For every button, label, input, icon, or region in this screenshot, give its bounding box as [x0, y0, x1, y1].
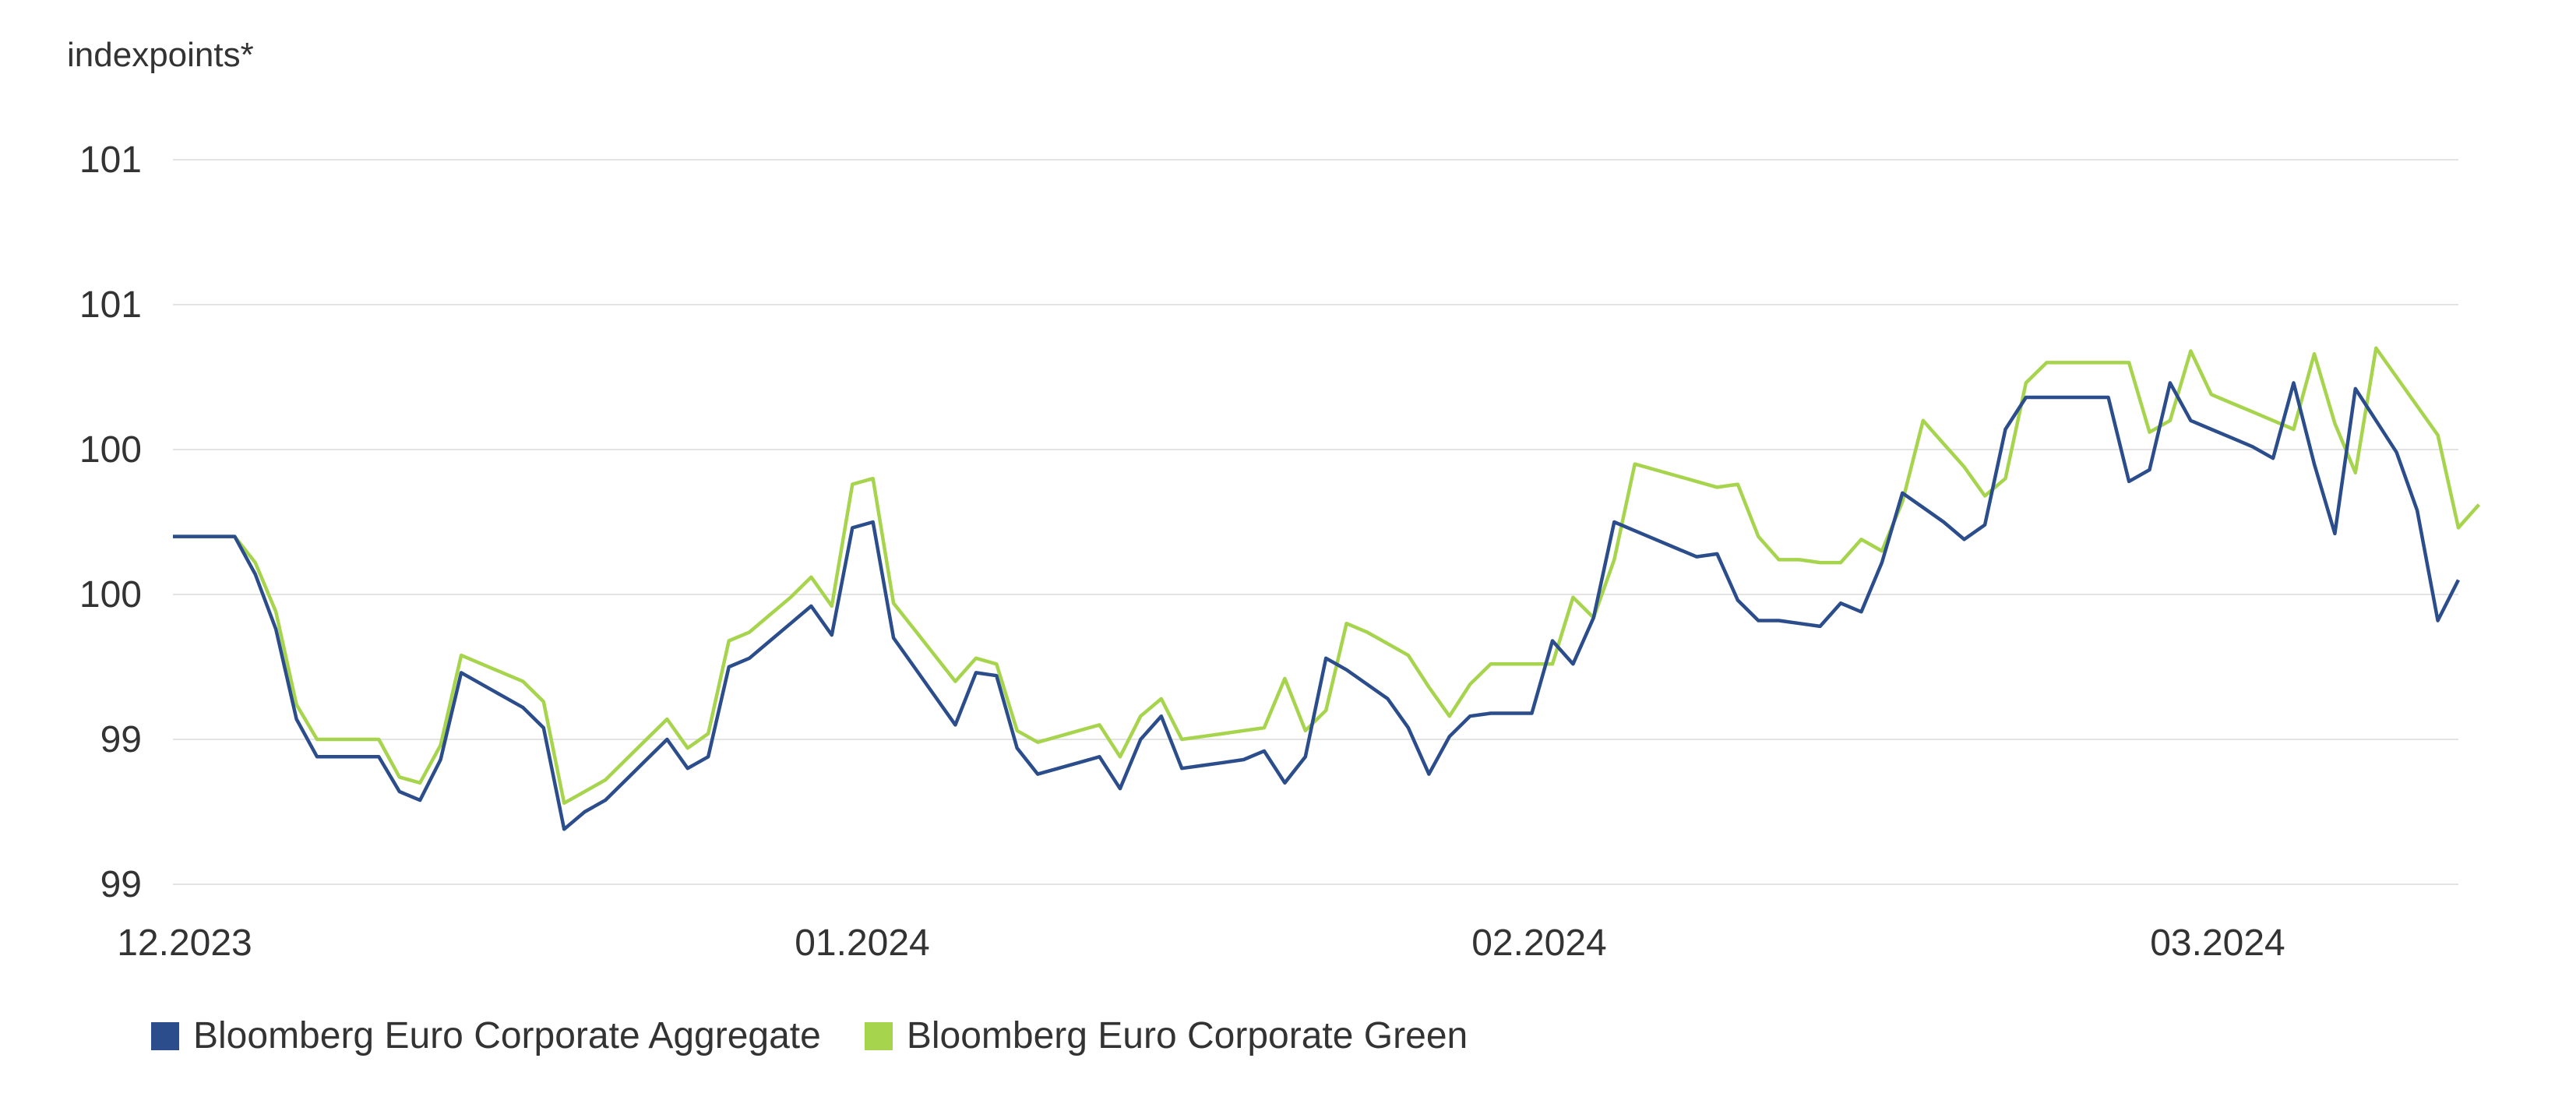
- y-tick-label: 100: [79, 429, 142, 471]
- x-axis-ticks: 12.2023 01.2024 02.2024 03.2024: [117, 922, 2285, 964]
- legend-swatch-aggregate: [151, 1021, 179, 1050]
- gridlines: [173, 159, 2458, 885]
- y-tick-label: 101: [79, 139, 142, 181]
- legend-swatch-green: [864, 1021, 893, 1050]
- y-axis-ticks: 99 99 100 100 101 101: [79, 139, 142, 905]
- legend-item-aggregate: Bloomberg Euro Corporate Aggregate: [151, 1014, 821, 1057]
- x-tick-label: 01.2024: [795, 922, 930, 964]
- series-lines: [173, 346, 2481, 831]
- legend-label-aggregate: Bloomberg Euro Corporate Aggregate: [193, 1015, 821, 1056]
- y-tick-label: 100: [79, 574, 142, 615]
- y-axis-unit-label: indexpoints*: [67, 36, 254, 74]
- legend-label-green: Bloomberg Euro Corporate Green: [906, 1015, 1468, 1056]
- series-line-aggregate: [173, 381, 2461, 831]
- y-tick-label: 101: [79, 284, 142, 326]
- x-tick-label: 03.2024: [2150, 922, 2285, 964]
- series-line-green: [173, 346, 2481, 806]
- x-tick-label: 12.2023: [117, 922, 252, 964]
- y-tick-label: 99: [100, 864, 142, 905]
- y-tick-label: 99: [100, 719, 142, 760]
- legend: Bloomberg Euro Corporate Aggregate Bloom…: [151, 1014, 1511, 1057]
- legend-item-green: Bloomberg Euro Corporate Green: [864, 1014, 1468, 1057]
- x-tick-label: 02.2024: [1471, 922, 1607, 964]
